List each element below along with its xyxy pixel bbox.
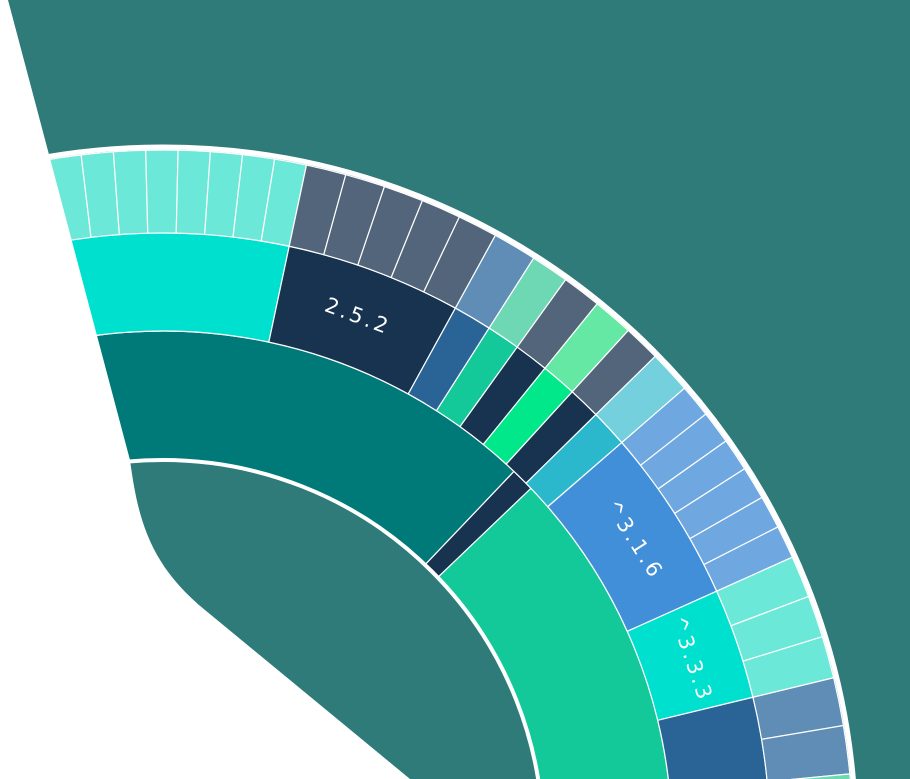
outer-rim bbox=[0, 144, 856, 779]
outer-segment bbox=[790, 773, 851, 779]
cutout bbox=[0, 0, 410, 779]
outer-segment bbox=[760, 724, 851, 779]
outer-segment bbox=[145, 149, 179, 234]
outer-segment bbox=[112, 149, 149, 236]
